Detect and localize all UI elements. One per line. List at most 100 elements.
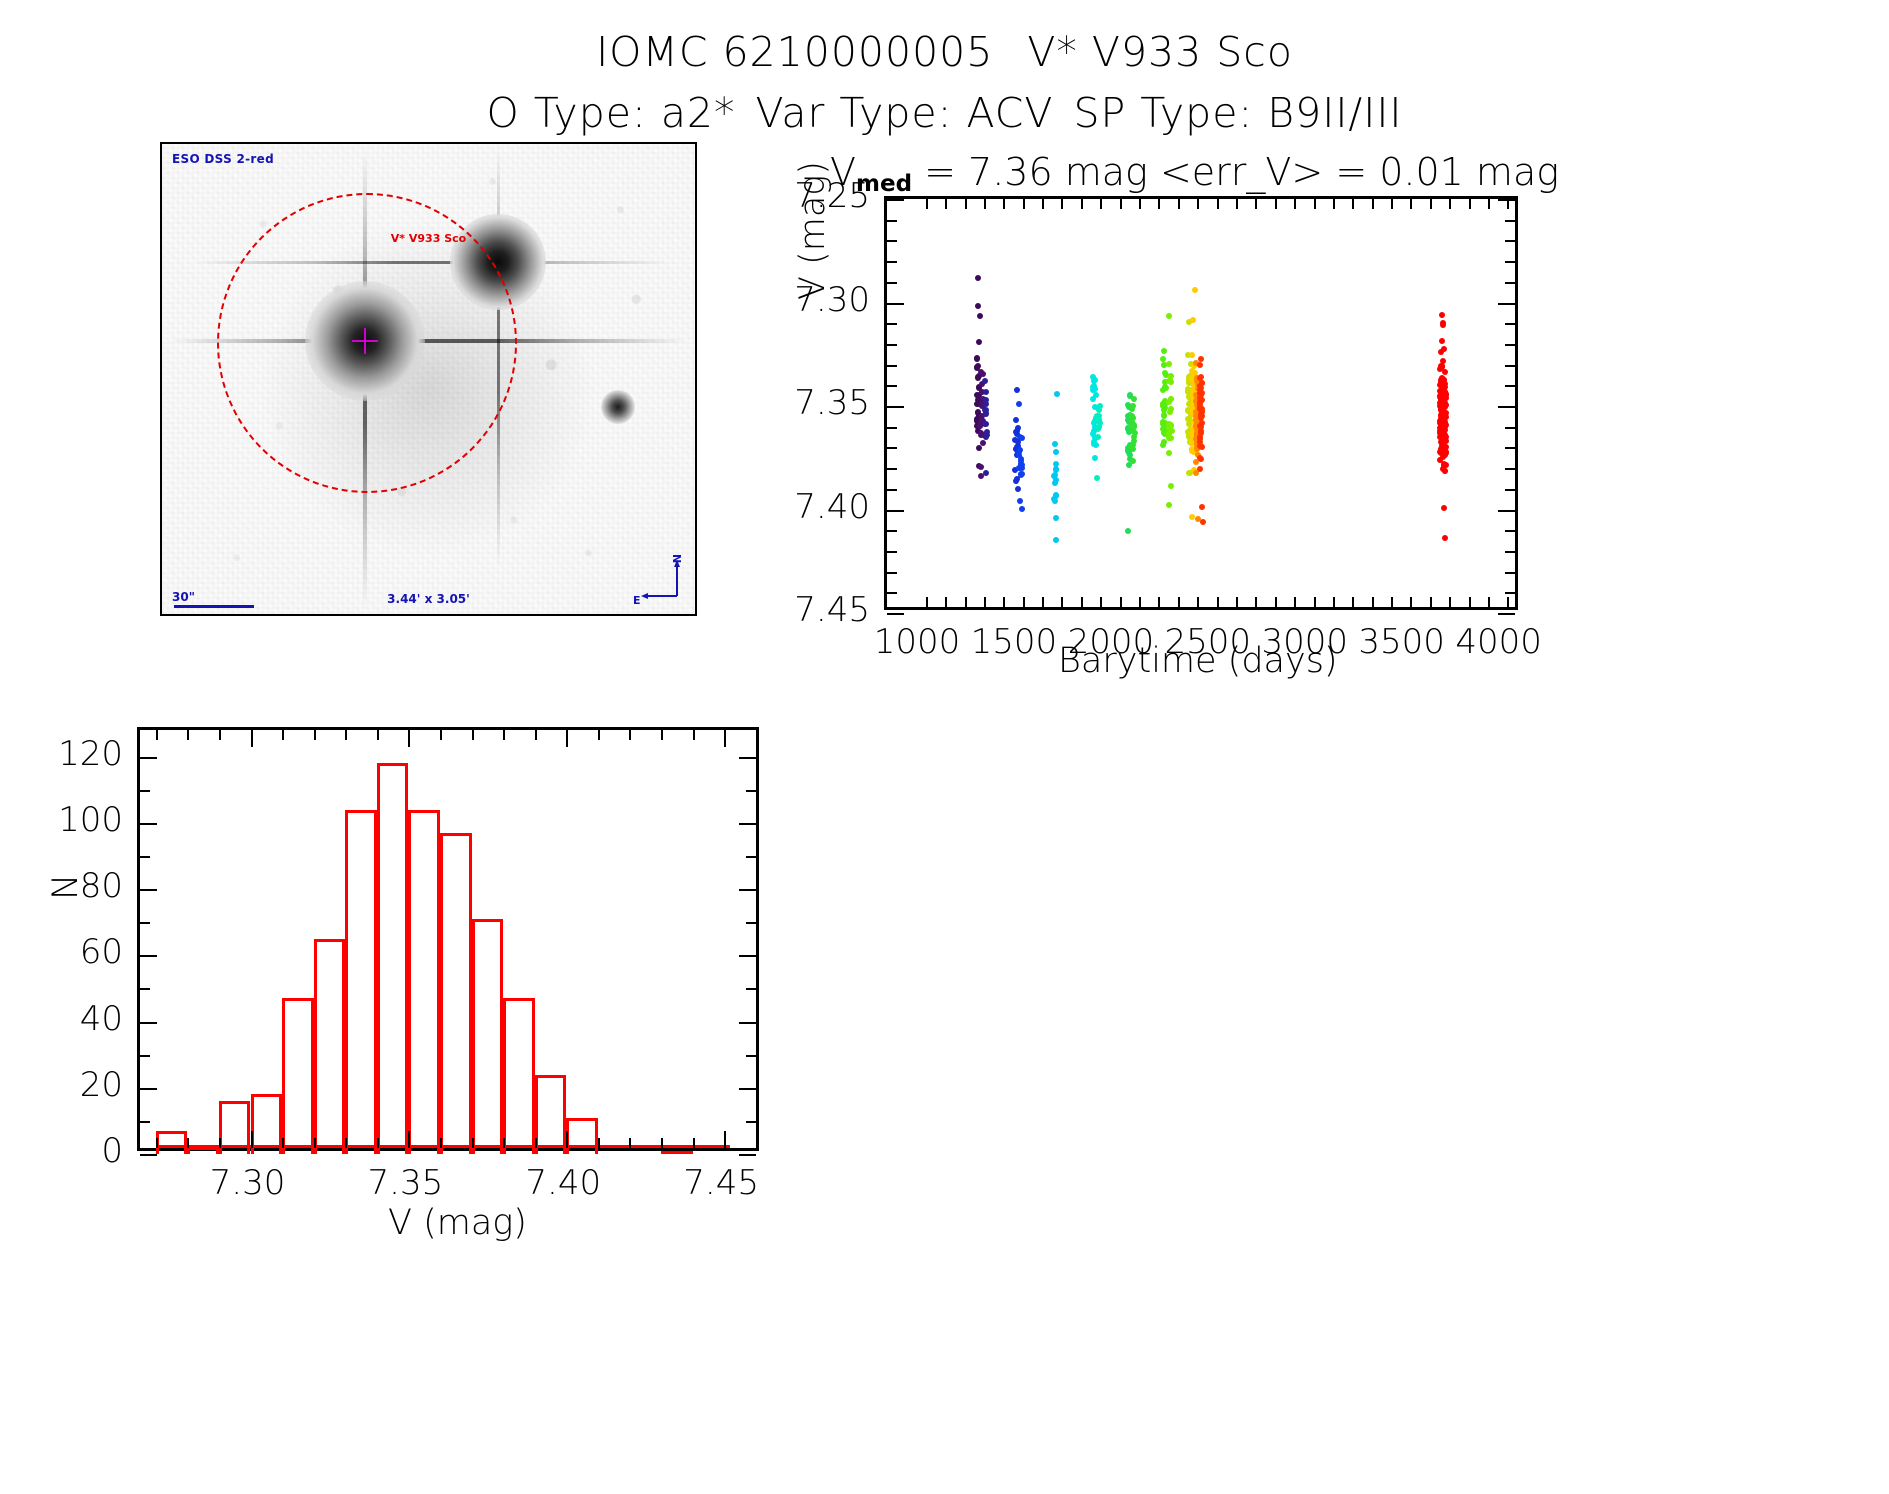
lightcurve-point — [1052, 440, 1059, 447]
crosshair-vertical — [363, 328, 366, 355]
lightcurve-point — [1166, 431, 1173, 438]
lightcurve-point — [983, 434, 990, 441]
lightcurve-point — [1052, 514, 1059, 521]
y-tick-right — [1505, 364, 1515, 367]
lightcurve-point — [982, 469, 989, 476]
lightcurve-point — [1165, 313, 1172, 320]
x-tick-top — [1488, 199, 1491, 209]
x-tick — [187, 1138, 190, 1148]
x-tick — [1235, 597, 1238, 607]
x-tick — [1391, 597, 1394, 607]
lightcurve-point — [1195, 515, 1202, 522]
lightcurve-point — [1193, 413, 1200, 420]
lightcurve-point — [1441, 346, 1448, 353]
x-tick — [945, 597, 948, 607]
x-tick — [1022, 597, 1025, 607]
y-tick-right — [1505, 447, 1515, 450]
x-tick-top — [1042, 199, 1045, 209]
x-tick-top — [1139, 199, 1142, 209]
lightcurve-point — [1016, 464, 1023, 471]
lightcurve-point — [1193, 432, 1200, 439]
lightcurve-point — [974, 302, 981, 309]
y-tick-right — [739, 756, 756, 759]
x-tick-top — [597, 730, 600, 740]
x-tick — [1061, 597, 1064, 607]
lightcurve-point — [983, 389, 990, 396]
histogram-y-tick-label: 100 — [58, 799, 123, 840]
x-tick — [1119, 597, 1122, 607]
lightcurve-point — [1091, 403, 1098, 410]
lightcurve-y-tick-label: 7.35 — [794, 383, 870, 423]
x-tick-top — [755, 730, 758, 740]
lightcurve-point — [1440, 414, 1447, 421]
lightcurve-point — [1437, 393, 1444, 400]
x-tick-top — [692, 730, 695, 740]
y-tick-right — [739, 1154, 756, 1156]
lightcurve-point — [974, 400, 981, 407]
lightcurve-point — [1190, 431, 1197, 438]
x-tick-top — [660, 730, 663, 740]
y-tick — [140, 1120, 150, 1123]
y-tick-right — [1505, 530, 1515, 533]
lightcurve-point — [1053, 492, 1060, 499]
lightcurve-point — [1193, 437, 1200, 443]
histogram-x-tick-label: 7.40 — [525, 1163, 602, 1203]
vmed-equation: = 7.36 mag — [924, 150, 1148, 194]
errv-equation: <err_V> = 0.01 mag — [1159, 150, 1560, 194]
y-tick-right — [746, 988, 756, 991]
y-tick — [140, 1087, 157, 1090]
y-tick — [140, 789, 150, 792]
lightcurve-point — [1017, 461, 1024, 468]
x-tick — [250, 1131, 253, 1148]
lightcurve-point — [1090, 383, 1097, 390]
lightcurve-point — [1131, 424, 1138, 431]
lightcurve-point — [1014, 485, 1021, 492]
lightcurve-point — [1160, 421, 1167, 428]
lightcurve-point — [1093, 475, 1100, 482]
lightcurve-point — [1439, 312, 1446, 319]
x-tick — [1274, 597, 1277, 607]
lightcurve-point — [1440, 379, 1447, 386]
lightcurve-x-tick-label: 2000 — [1067, 622, 1155, 662]
y-tick-right — [1505, 343, 1515, 346]
lightcurve-point — [1167, 395, 1174, 402]
y-tick-right — [1505, 426, 1515, 429]
lightcurve-point — [1197, 465, 1204, 472]
x-tick — [218, 1138, 221, 1148]
lightcurve-point — [1196, 390, 1203, 397]
y-tick — [887, 550, 897, 553]
x-tick — [1449, 597, 1452, 607]
lightcurve-point — [976, 383, 983, 390]
lightcurve-point — [1168, 406, 1175, 413]
lightcurve-point — [1440, 426, 1447, 433]
histogram-y-tick-label: 120 — [58, 733, 123, 774]
x-tick-top — [1313, 199, 1316, 209]
lightcurve-point — [982, 378, 989, 385]
lightcurve-point — [1439, 400, 1446, 407]
lightcurve-point — [1165, 398, 1172, 405]
lightcurve-point — [1198, 355, 1205, 362]
y-tick-right — [746, 855, 756, 858]
lightcurve-point — [1092, 423, 1099, 430]
x-tick-top — [313, 730, 316, 740]
y-tick — [887, 219, 897, 222]
histogram-bar — [566, 1117, 598, 1154]
lightcurve-x-tick-label: 3500 — [1358, 622, 1445, 662]
y-tick-right — [1505, 219, 1515, 222]
y-tick — [140, 1154, 157, 1156]
x-tick-top — [1197, 199, 1200, 209]
lightcurve-point — [1096, 419, 1103, 426]
x-tick — [1139, 597, 1142, 607]
lightcurve-point — [975, 391, 982, 398]
lightcurve-point — [1013, 428, 1020, 435]
lightcurve-point — [1442, 409, 1449, 416]
lightcurve-point — [1186, 400, 1193, 407]
lightcurve-point — [974, 355, 981, 362]
lightcurve-point — [1193, 359, 1200, 366]
lightcurve-point — [1192, 469, 1199, 476]
compass-icon — [641, 560, 680, 599]
page-subtitle: O Type: a2* Var Type: ACV SP Type: B9II/II… — [0, 89, 1889, 137]
lightcurve-point — [1053, 391, 1060, 398]
lightcurve-point — [1161, 406, 1168, 413]
lightcurve-point — [1197, 454, 1204, 461]
